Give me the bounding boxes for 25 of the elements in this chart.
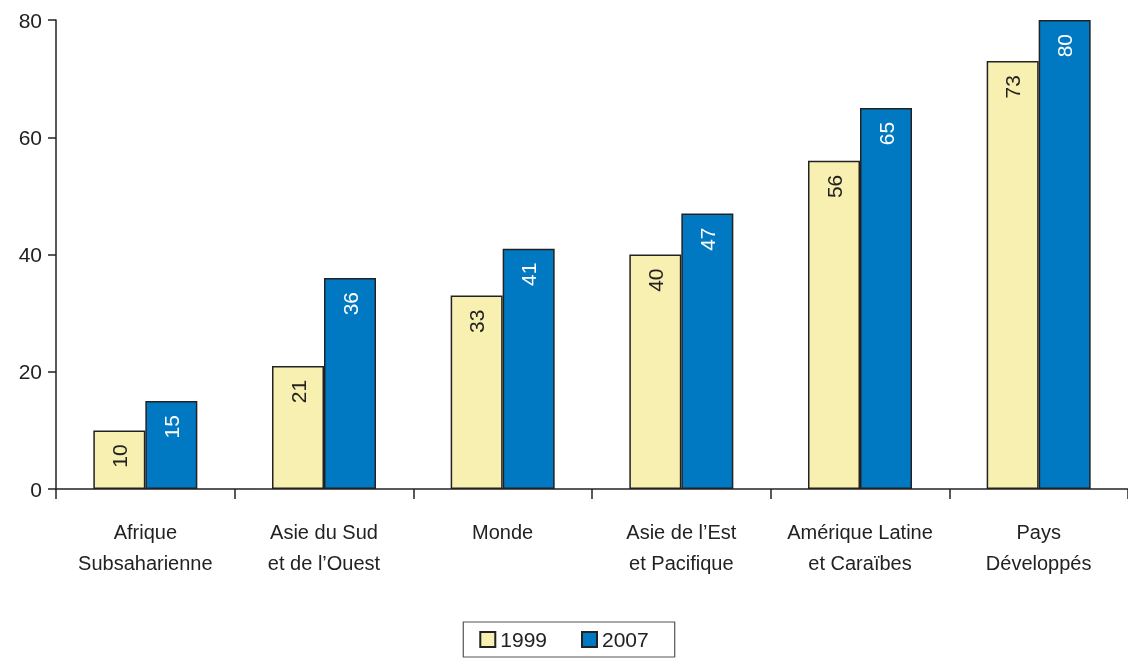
x-tick-label: Asie de l’Est et Pacifique <box>626 520 737 574</box>
x-tick-label: Afrique Subsaharienne <box>78 520 213 574</box>
x-tick-label: Pays Développés <box>985 520 1092 574</box>
x-tick-label: Amérique Latine et Caraïbes <box>787 520 933 574</box>
legend-label: 2007 <box>602 628 649 651</box>
data-label: 40 <box>643 268 667 292</box>
data-label: 36 <box>338 291 362 316</box>
y-tick-label: 80 <box>18 8 42 32</box>
y-tick-label: 0 <box>30 477 42 501</box>
data-label: 80 <box>1053 34 1077 58</box>
data-label: 10 <box>107 444 131 468</box>
y-tick-label: 40 <box>18 243 42 266</box>
data-label: 33 <box>465 309 489 333</box>
data-label: 56 <box>822 174 846 199</box>
x-tick-label: Monde <box>472 520 534 543</box>
x-tick-label: Asie du Sud et de l’Ouest <box>267 520 381 574</box>
data-label: 47 <box>695 227 719 251</box>
y-tick-label: 20 <box>18 360 42 384</box>
data-label: 21 <box>286 379 310 404</box>
data-label: 41 <box>517 262 541 286</box>
y-tick-label: 60 <box>18 125 42 149</box>
data-label: 15 <box>159 415 183 439</box>
data-label: 65 <box>874 121 898 146</box>
legend-label: 1999 <box>500 628 547 651</box>
data-label: 73 <box>1001 75 1025 99</box>
